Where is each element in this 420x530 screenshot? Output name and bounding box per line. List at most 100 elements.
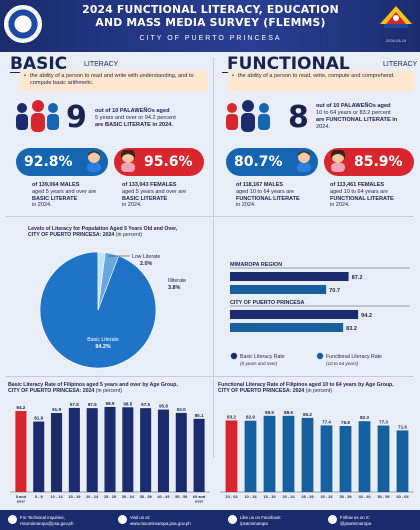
philippines-anniversary-logo <box>380 6 412 28</box>
x-tick-label: 40 - 49 <box>358 494 371 499</box>
x-tick-label: 25 - 29 <box>104 494 117 499</box>
basic-stat-text: out of 10 PALAWEÑOs aged 5 years and ove… <box>95 108 210 129</box>
bar <box>282 415 295 492</box>
bar <box>157 409 169 492</box>
basic-male-text: of 139,064 MALES aged 5 years and over a… <box>32 182 112 209</box>
hbar-value-label: 70.7 <box>329 288 340 294</box>
x-tick-label: 20 - 24 <box>86 494 99 499</box>
bar <box>175 412 187 492</box>
footer-tech-email[interactable]: rssomimaropa@psa.gov.ph <box>20 520 74 526</box>
psa-logo <box>4 5 42 43</box>
footer-web-label: Visit us at: <box>130 515 151 520</box>
pie-title-unit: (in percent) <box>115 232 142 239</box>
header-banner: 2024 FUNCTIONAL LITERACY, EDUCATION AND … <box>0 0 420 52</box>
basic-age-title-line-2: CITY OF PUERTO PRINCESA: 2024 <box>8 388 95 395</box>
bar-value-label: 86.2 <box>303 412 312 417</box>
basic-female-line-2: aged 5 years and over are <box>122 188 187 195</box>
bar-value-label: 95.8 <box>159 404 168 409</box>
title-line-2: AND MASS MEDIA SURVEY (FLEMMS) <box>95 16 326 29</box>
footer-x: Follow us on X: @psamimaropa <box>340 515 371 526</box>
functional-male-line-1: of 118,167 MALES <box>236 182 284 188</box>
footer-fb-handle[interactable]: /psamimaropa <box>240 520 268 526</box>
x-tick-label: 10 - 14 <box>244 494 257 499</box>
pie-title-line-2: CITY OF PUERTO PRINCESA: 2024 <box>28 232 115 239</box>
functional-male-line-4: in 2024. <box>236 202 256 209</box>
footer-web-url[interactable]: www.rssomimaropa.psa.gov.ph <box>130 520 191 526</box>
x-tick-label: 10 - 64 <box>225 494 238 499</box>
basic-female-line-3: BASIC LITERATE <box>122 195 168 202</box>
legend-swatch <box>316 352 324 360</box>
bar-value-label: 98.9 <box>106 401 115 406</box>
bar-value-label: 92.0 <box>177 407 186 412</box>
functional-age-title-line-1: Functional Literacy Rate of Filipinos ag… <box>218 382 394 388</box>
page-subtitle: CITY OF PUERTO PRINCESA <box>139 35 282 42</box>
globe-icon <box>118 515 127 524</box>
footer-tech-label: For Technical inquiries, <box>20 515 65 520</box>
basic-heading-sub: LITERACY <box>84 61 119 68</box>
basic-stat-line-3: are BASIC LITERATE in 2024. <box>95 122 173 128</box>
male-avatar-icon <box>87 151 101 172</box>
x-tick-label: 60 and over <box>193 494 206 503</box>
functional-male-line-3: FUNCTIONAL LITERATE <box>236 195 300 202</box>
female-avatar-icon-2 <box>330 150 346 172</box>
pie-label-low-value: 2.0% <box>140 261 152 267</box>
bar <box>193 418 205 492</box>
bar <box>263 415 276 492</box>
bar <box>396 430 409 492</box>
legend-swatch <box>230 352 238 360</box>
x-tick-line: over <box>17 498 26 503</box>
x-tick-label: 35 - 39 <box>140 494 153 499</box>
bar-value-label: 71.6 <box>398 424 407 429</box>
footer-x-handle[interactable]: @psamimaropa <box>340 520 372 526</box>
functional-literacy-age-bar-chart: 83.2 10 - 64 82.9 10 - 14 88.6 15 - 19 88.6 20 … <box>220 410 414 499</box>
bar-value-label: 76.8 <box>341 420 350 425</box>
basic-male-line-3: BASIC LITERATE <box>32 195 78 202</box>
functional-stat-line-2: 10 to 64 years or 83.2 percent <box>316 110 391 116</box>
functional-heading-sub: LITERACY <box>383 61 418 68</box>
bar <box>244 420 257 492</box>
functional-heading: FUNCTIONAL <box>227 54 350 74</box>
basic-age-title-unit: (in percent) <box>95 388 122 395</box>
bar <box>68 407 80 492</box>
pie-label-illiterate-value: 3.8% <box>168 285 180 291</box>
pie-label-basic-name: Basic Literate <box>87 337 119 343</box>
pie-chart-title: Levels of Literacy for Population Aged 5… <box>28 226 208 239</box>
bar-value-label: 91.9 <box>52 407 61 412</box>
legend-label: Basic Literacy Rate <box>240 354 285 360</box>
footer-web: Visit us at: www.rssomimaropa.psa.gov.ph <box>130 515 191 526</box>
x-tick-label: 15 - 19 <box>263 494 276 499</box>
basic-stat-line-1: out of 10 PALAWEÑOs aged <box>95 108 170 114</box>
email-icon <box>8 515 17 524</box>
bar <box>225 420 238 492</box>
hbar-bar <box>230 272 349 281</box>
x-tick-label: 30 - 34 <box>320 494 333 499</box>
bar-value-label: 82.9 <box>246 415 255 420</box>
basic-age-chart-title: Basic Literacy Rate of Filipinos aged 5 … <box>8 382 213 395</box>
x-tick-label: 40 - 49 <box>157 494 170 499</box>
x-tick-label: 5 - 9 <box>35 494 44 499</box>
bar <box>339 425 352 492</box>
bar <box>15 410 27 492</box>
footer-tech: For Technical inquiries, rssomimaropa@ps… <box>20 515 73 526</box>
functional-male-text: of 118,167 MALES aged 10 to 64 years are… <box>236 182 318 209</box>
bar <box>104 406 116 492</box>
title-line-1: 2024 FUNCTIONAL LITERACY, EDUCATION <box>82 3 339 16</box>
functional-female-line-3: FUNCTIONAL LITERATE <box>330 195 394 202</box>
bar <box>33 421 45 492</box>
bar <box>301 417 314 492</box>
x-tick-label: 15 - 19 <box>68 494 81 499</box>
x-tick-label: 50 - 59 <box>377 494 390 499</box>
bar-value-label: 88.6 <box>265 410 274 415</box>
basic-female-text: of 133,943 FEMALES aged 5 years and over… <box>122 182 208 209</box>
x-tick-label: 30 - 34 <box>122 494 135 499</box>
bar-value-label: 94.2 <box>16 405 25 410</box>
bar <box>377 425 390 492</box>
male-avatar-icon-2 <box>297 151 311 172</box>
functional-female-line-2: aged 10 to 64 years are <box>330 188 389 195</box>
bar-value-label: 82.3 <box>360 415 369 420</box>
bar-value-label: 97.5 <box>88 402 97 407</box>
hbar-group-label: MIMAROPA REGION <box>230 262 282 268</box>
functional-stat-text: out of 10 PALAWEÑOs aged 10 to 64 years … <box>316 103 416 131</box>
functional-male-line-2: aged 10 to 64 years are <box>236 188 295 195</box>
